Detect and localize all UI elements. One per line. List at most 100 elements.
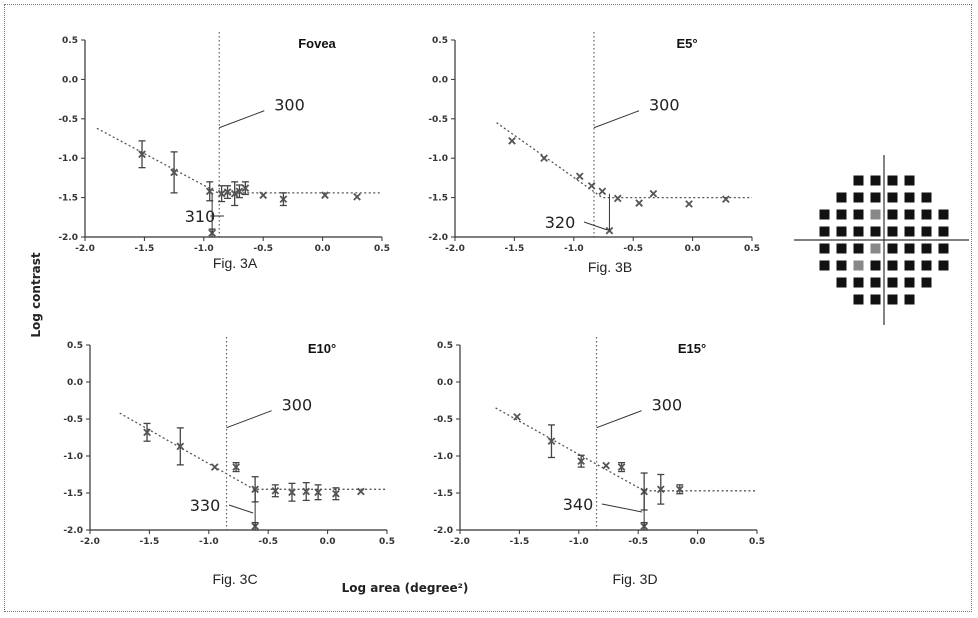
callout-point-leader — [229, 505, 253, 513]
grid-target — [837, 193, 847, 203]
x-tick-label: -0.5 — [623, 244, 643, 254]
x-tick-label: -1.5 — [135, 244, 155, 254]
grid-target — [854, 210, 864, 220]
grid-target — [905, 227, 915, 237]
grid-target — [888, 244, 898, 254]
y-tick-label: 0.5 — [62, 36, 78, 46]
y-tick-label: -2.0 — [433, 526, 453, 536]
grid-target — [871, 278, 881, 288]
panel-2: -2.0-1.5-1.0-0.50.00.50.50.0-0.5-1.0-1.5… — [428, 32, 760, 275]
grid-target — [922, 244, 932, 254]
panel-title: E10° — [308, 341, 336, 356]
y-tick-label: 0.5 — [432, 36, 448, 46]
y-tick-label: -2.0 — [63, 526, 83, 536]
panel-4: -2.0-1.5-1.0-0.50.00.50.50.0-0.5-1.0-1.5… — [433, 337, 765, 587]
callout-vline-leader — [594, 111, 639, 128]
x-tick-label: 0.0 — [315, 244, 331, 254]
x-tick-label: -0.5 — [258, 537, 278, 547]
x-tick-label: 0.0 — [685, 244, 701, 254]
grid-target — [905, 244, 915, 254]
y-tick-label: 0.0 — [62, 75, 78, 85]
callout-point-leader — [584, 222, 607, 230]
x-tick-label: -1.0 — [194, 244, 214, 254]
grid-target — [837, 210, 847, 220]
grid-target — [939, 210, 949, 220]
grid-target — [888, 193, 898, 203]
x-tick-label: -1.0 — [569, 537, 589, 547]
callout-vline-label: 300 — [649, 96, 680, 115]
x-tick-label: 0.0 — [690, 537, 706, 547]
test-grid-diagram — [794, 155, 969, 325]
y-tick-label: 0.5 — [67, 341, 83, 351]
figure-caption: Fig. 3C — [212, 571, 257, 587]
y-tick-label: -1.0 — [58, 154, 78, 164]
panel-3: -2.0-1.5-1.0-0.50.00.50.50.0-0.5-1.0-1.5… — [63, 337, 395, 587]
x-tick-label: -1.5 — [505, 244, 525, 254]
grid-target — [905, 176, 915, 186]
grid-target — [854, 261, 864, 271]
grid-target — [871, 295, 881, 305]
grid-target — [854, 176, 864, 186]
grid-target — [854, 193, 864, 203]
grid-target — [871, 244, 881, 254]
y-tick-label: -1.0 — [433, 452, 453, 462]
y-tick-label: -1.5 — [433, 489, 453, 499]
x-tick-label: 0.5 — [749, 537, 765, 547]
y-tick-label: -1.0 — [63, 452, 83, 462]
y-tick-label: -2.0 — [58, 233, 78, 243]
figure-caption: Fig. 3B — [588, 259, 632, 275]
panel-1: -2.0-1.5-1.0-0.50.00.50.50.0-0.5-1.0-1.5… — [58, 32, 390, 271]
y-tick-label: 0.0 — [67, 378, 83, 388]
data-point — [686, 201, 692, 207]
grid-target — [854, 244, 864, 254]
grid-target — [939, 244, 949, 254]
x-tick-label: -0.5 — [628, 537, 648, 547]
grid-target — [871, 261, 881, 271]
grid-target — [922, 193, 932, 203]
grid-target — [939, 261, 949, 271]
x-axis-label: Log area (degree²) — [342, 581, 469, 595]
fit-line — [120, 413, 387, 489]
grid-target — [837, 278, 847, 288]
grid-target — [922, 278, 932, 288]
grid-target — [854, 278, 864, 288]
grid-target — [922, 261, 932, 271]
data-point — [615, 195, 621, 201]
callout-vline-leader — [219, 111, 264, 128]
y-tick-label: 0.0 — [432, 75, 448, 85]
y-tick-label: -0.5 — [58, 115, 78, 125]
x-tick-label: -2.0 — [450, 537, 470, 547]
callout-vline-leader — [227, 411, 272, 428]
figure-caption: Fig. 3D — [612, 571, 657, 587]
data-point — [588, 183, 594, 189]
x-tick-label: -2.0 — [75, 244, 95, 254]
x-tick-label: 0.5 — [374, 244, 390, 254]
grid-target — [888, 227, 898, 237]
grid-target — [871, 227, 881, 237]
y-tick-label: -0.5 — [433, 415, 453, 425]
callout-point-label: 320 — [545, 213, 576, 232]
callout-point-label: 340 — [563, 495, 594, 514]
chart-panels: -2.0 -1.5 -1.0 -0.5 0.0 0.5 0.5 0.0 -0.5 -1.0 -1.5… — [58, 32, 765, 587]
grid-target — [905, 193, 915, 203]
grid-target — [837, 227, 847, 237]
grid-target — [888, 176, 898, 186]
grid-target — [871, 193, 881, 203]
panel-title: E15° — [678, 341, 706, 356]
callout-point-label: 330 — [190, 496, 221, 515]
fit-line — [497, 123, 752, 198]
x-tick-label: -1.5 — [140, 537, 160, 547]
x-tick-label: -1.0 — [199, 537, 219, 547]
x-tick-label: -1.5 — [510, 537, 530, 547]
data-point — [723, 196, 729, 202]
data-point — [599, 188, 605, 194]
data-point — [577, 173, 583, 179]
data-point — [354, 194, 360, 200]
y-tick-label: -0.5 — [428, 115, 448, 125]
x-tick-label: -2.0 — [445, 244, 465, 254]
x-tick-label: 0.5 — [379, 537, 395, 547]
grid-target — [837, 244, 847, 254]
grid-target — [820, 227, 830, 237]
grid-target — [837, 261, 847, 271]
